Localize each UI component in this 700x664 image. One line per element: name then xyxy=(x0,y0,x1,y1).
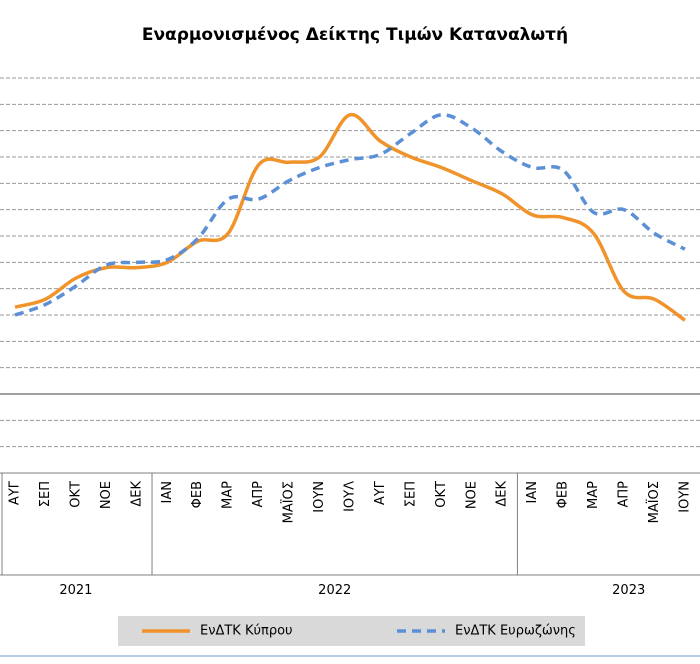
x-tick-label: ΑΠΡ xyxy=(251,481,266,508)
group-label: 2021 xyxy=(59,583,92,598)
legend-box xyxy=(118,616,585,646)
x-tick-label: ΦΕΒ xyxy=(556,481,571,508)
x-tick-label: ΑΥΓ xyxy=(8,480,23,505)
x-tick-label: ΑΠΡ xyxy=(617,481,632,508)
x-tick-label: ΜΑΪΟΣ xyxy=(281,481,297,523)
x-tick-label: ΜΑΡ xyxy=(586,481,601,509)
chart-title: Εναρμονισμένος Δείκτης Τιμών Καταναλωτή xyxy=(142,25,568,45)
x-tick-label: ΟΚΤ xyxy=(434,481,449,508)
x-tick-label: ΝΟΕ xyxy=(99,481,114,509)
group-label: 2022 xyxy=(318,583,351,598)
group-label: 2023 xyxy=(612,583,645,598)
x-tick-label: ΑΥΓ xyxy=(373,480,388,505)
x-tick-label: ΟΚΤ xyxy=(68,481,83,508)
x-tick-label: ΙΟΥΝ xyxy=(312,481,327,513)
x-tick-label: ΣΕΠ xyxy=(38,481,53,507)
legend-label: ΕνΔΤΚ Ευρωζώνης xyxy=(455,624,576,639)
x-tick-label: ΙΑΝ xyxy=(160,481,175,503)
x-tick-label: ΦΕΒ xyxy=(190,481,205,508)
series-line xyxy=(14,113,686,317)
series-line xyxy=(14,113,686,322)
x-tick-label: ΔΕΚ xyxy=(495,481,510,507)
x-tick-label: ΜΑΡ xyxy=(221,481,236,509)
x-tick-label: ΣΕΠ xyxy=(403,481,418,507)
x-tick-label: ΙΟΥΛ xyxy=(342,481,357,512)
legend-label: ΕνΔΤΚ Κύπρου xyxy=(200,624,293,639)
x-tick-label: ΙΟΥΝ xyxy=(677,481,692,513)
x-tick-label: ΜΑΪΟΣ xyxy=(646,481,662,523)
x-tick-label: ΔΕΚ xyxy=(129,481,144,507)
x-tick-label: ΝΟΕ xyxy=(464,481,479,509)
x-tick-label: ΙΑΝ xyxy=(525,481,540,503)
